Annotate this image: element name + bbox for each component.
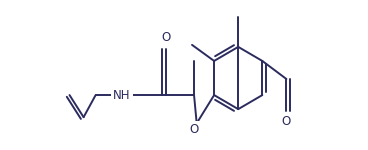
Text: O: O — [161, 31, 170, 44]
Text: O: O — [282, 115, 291, 128]
Text: O: O — [190, 123, 199, 136]
Text: NH: NH — [113, 89, 131, 102]
